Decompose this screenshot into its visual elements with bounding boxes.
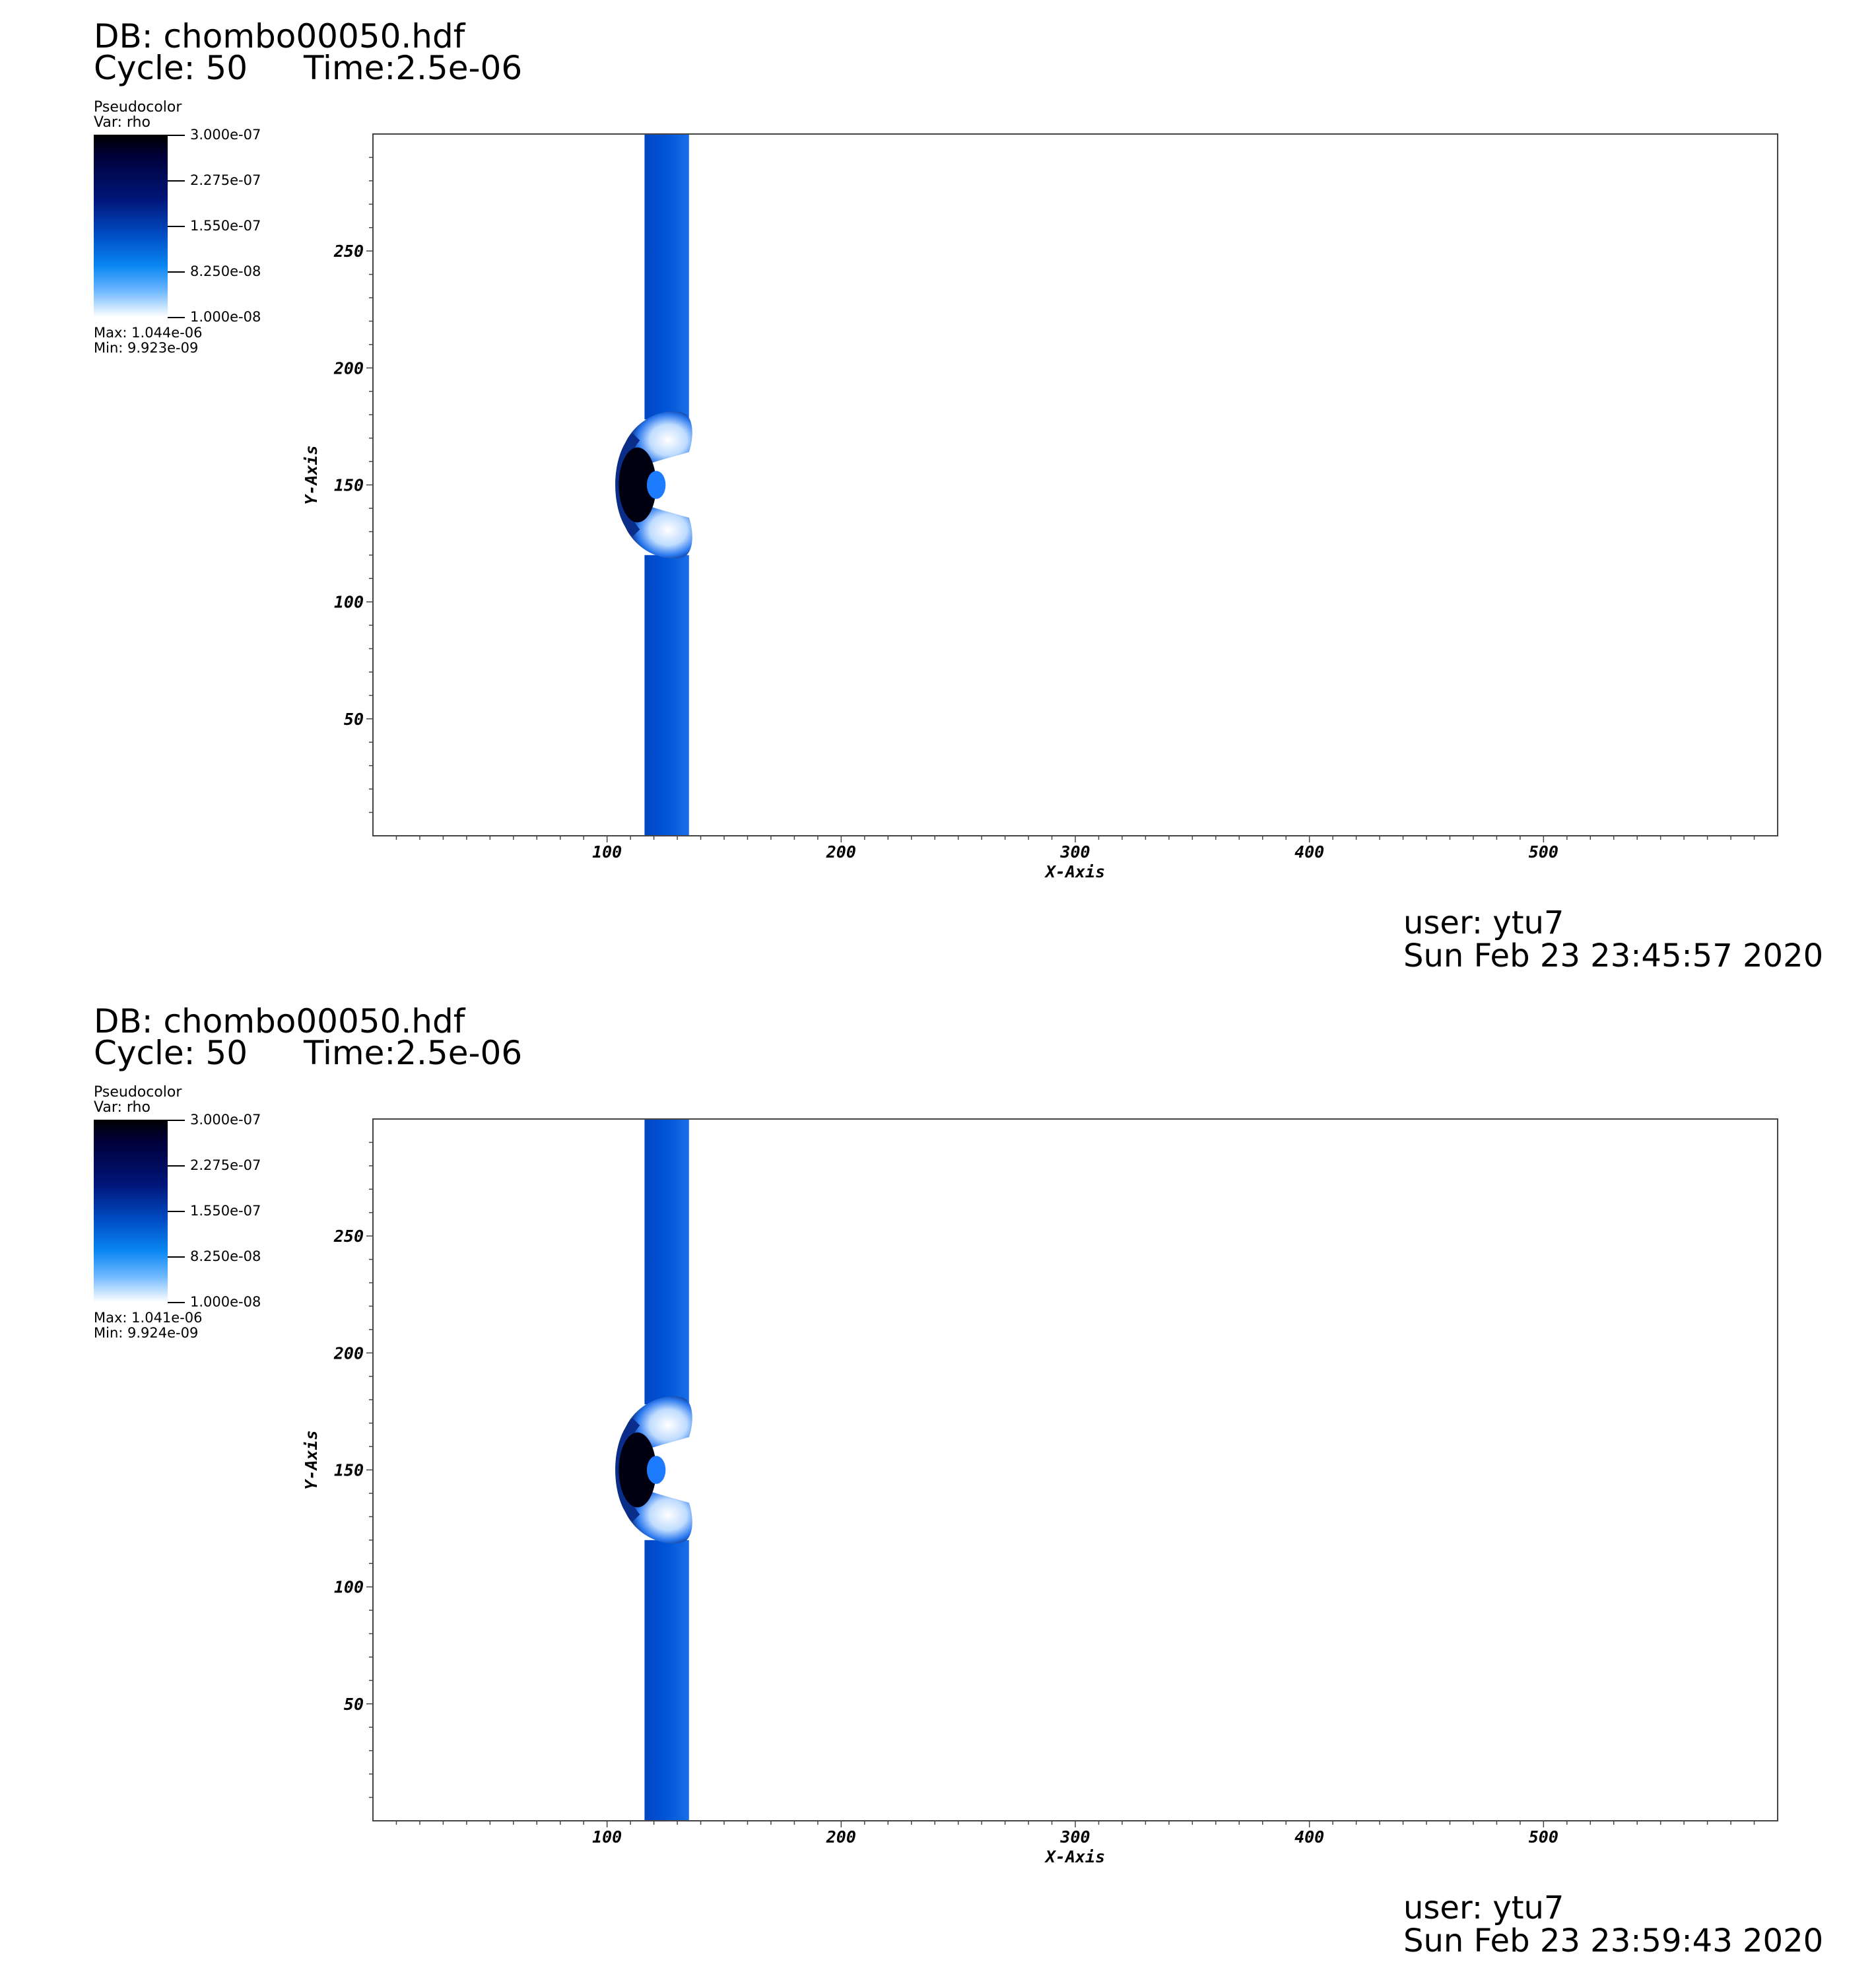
timestamp-label: Sun Feb 23 23:45:57 2020	[1403, 937, 1824, 974]
y-tick-label: 250	[333, 1227, 364, 1246]
core-edge	[646, 1456, 666, 1484]
plot-panel-2: DB: chombo00050.hdf Cycle: 50 Time:2.5e-…	[0, 985, 1876, 1970]
x-tick-label: 200	[826, 1827, 856, 1847]
pseudocolor-plot: 100 200 300 400 500 50 100 150 200 250 X-Axis Y-Axi…	[302, 1118, 1778, 1866]
colorbar-tick	[168, 317, 185, 318]
x-tick-label: 400	[1294, 1827, 1324, 1847]
colorbar-label: 3.000e-07	[190, 1112, 261, 1128]
colorbar-tick	[168, 1211, 185, 1212]
legend-variable: Var: rho	[94, 1099, 151, 1116]
colorbar-label: 8.250e-08	[190, 263, 261, 279]
x-tick-label: 400	[1294, 842, 1324, 862]
y-tick-label: 200	[333, 358, 364, 378]
dense-core	[619, 1432, 657, 1508]
y-axis-title: Y-Axis	[302, 1430, 321, 1489]
colorbar-label: 3.000e-07	[190, 127, 261, 143]
pseudocolor-plot: 100 200 300 400 500 50 100 150 200 250 X-Axis Y-Axi…	[302, 133, 1778, 881]
user-label: user: ytu7	[1403, 1889, 1564, 1926]
colorbar-label: 8.250e-08	[190, 1248, 261, 1264]
data-min: Min: 9.924e-09	[94, 1325, 199, 1341]
time-label: Time:2.5e-06	[304, 1034, 523, 1072]
colorbar-tick	[168, 1120, 185, 1121]
x-tick-label: 100	[592, 842, 622, 862]
data-min: Min: 9.923e-09	[94, 340, 199, 356]
data-max: Max: 1.041e-06	[94, 1310, 203, 1326]
x-tick-label: 500	[1529, 1827, 1558, 1847]
density-band-lower	[644, 555, 689, 836]
cycle-label: Cycle: 50 Time:2.5e-06	[94, 49, 522, 87]
x-tick-label: 300	[1059, 842, 1090, 862]
colorbar-tick	[168, 180, 185, 182]
cycle-value: Cycle: 50	[94, 49, 248, 87]
colorbar-label: 1.000e-08	[190, 1294, 261, 1310]
density-band-lower	[644, 1540, 689, 1821]
database-label: DB: chombo00050.hdf	[94, 1002, 465, 1040]
x-tick-label: 300	[1059, 1827, 1090, 1847]
y-tick-label: 50	[344, 710, 364, 729]
x-axis-title: X-Axis	[1044, 1847, 1105, 1866]
x-tick-label: 200	[826, 842, 856, 862]
legend-plot-type: Pseudocolor	[94, 99, 182, 116]
colorbar-label: 1.550e-07	[190, 1203, 261, 1219]
colorbar-tick	[168, 135, 185, 136]
colorbar-label: 1.550e-07	[190, 218, 261, 234]
x-tick-label: 500	[1529, 842, 1558, 862]
colorbar-tick	[168, 1165, 185, 1167]
y-tick-label: 100	[334, 593, 364, 612]
time-label: Time:2.5e-06	[304, 49, 523, 87]
cycle-label: Cycle: 50 Time:2.5e-06	[94, 1034, 522, 1072]
legend-variable: Var: rho	[94, 114, 151, 131]
y-tick-label: 250	[333, 242, 364, 261]
x-axis-title: X-Axis	[1044, 862, 1105, 881]
y-tick-label: 50	[344, 1695, 364, 1714]
data-max: Max: 1.044e-06	[94, 325, 203, 341]
density-band-upper	[644, 1119, 689, 1405]
y-tick-label: 200	[333, 1343, 364, 1363]
legend-plot-type: Pseudocolor	[94, 1084, 182, 1101]
core-edge	[646, 471, 666, 499]
x-tick-label: 100	[592, 1827, 622, 1847]
cycle-value: Cycle: 50	[94, 1034, 248, 1072]
dense-core	[619, 447, 657, 523]
plot-area	[373, 1119, 1778, 1821]
y-tick-label: 150	[334, 476, 364, 495]
colorbar-tick	[168, 271, 185, 273]
y-axis-title: Y-Axis	[302, 445, 321, 504]
user-label: user: ytu7	[1403, 904, 1564, 941]
bow-shell	[615, 433, 640, 537]
colorbar-tick	[168, 1256, 185, 1258]
y-tick-label: 100	[334, 1578, 364, 1597]
colorbar	[94, 135, 168, 317]
bow-shell	[615, 1418, 640, 1522]
density-band-upper	[644, 134, 689, 420]
colorbar-label: 2.275e-07	[190, 172, 261, 188]
colorbar	[94, 1120, 168, 1302]
plot-area	[373, 134, 1778, 836]
colorbar-label: 1.000e-08	[190, 309, 261, 325]
colorbar-label: 2.275e-07	[190, 1157, 261, 1173]
colorbar-tick	[168, 1302, 185, 1303]
database-label: DB: chombo00050.hdf	[94, 17, 465, 55]
plot-panel-1: DB: chombo00050.hdf Cycle: 50 Time:2.5e-…	[94, 17, 1824, 974]
colorbar-tick	[168, 226, 185, 227]
timestamp-label: Sun Feb 23 23:59:43 2020	[1403, 1922, 1824, 1959]
y-tick-label: 150	[334, 1461, 364, 1480]
